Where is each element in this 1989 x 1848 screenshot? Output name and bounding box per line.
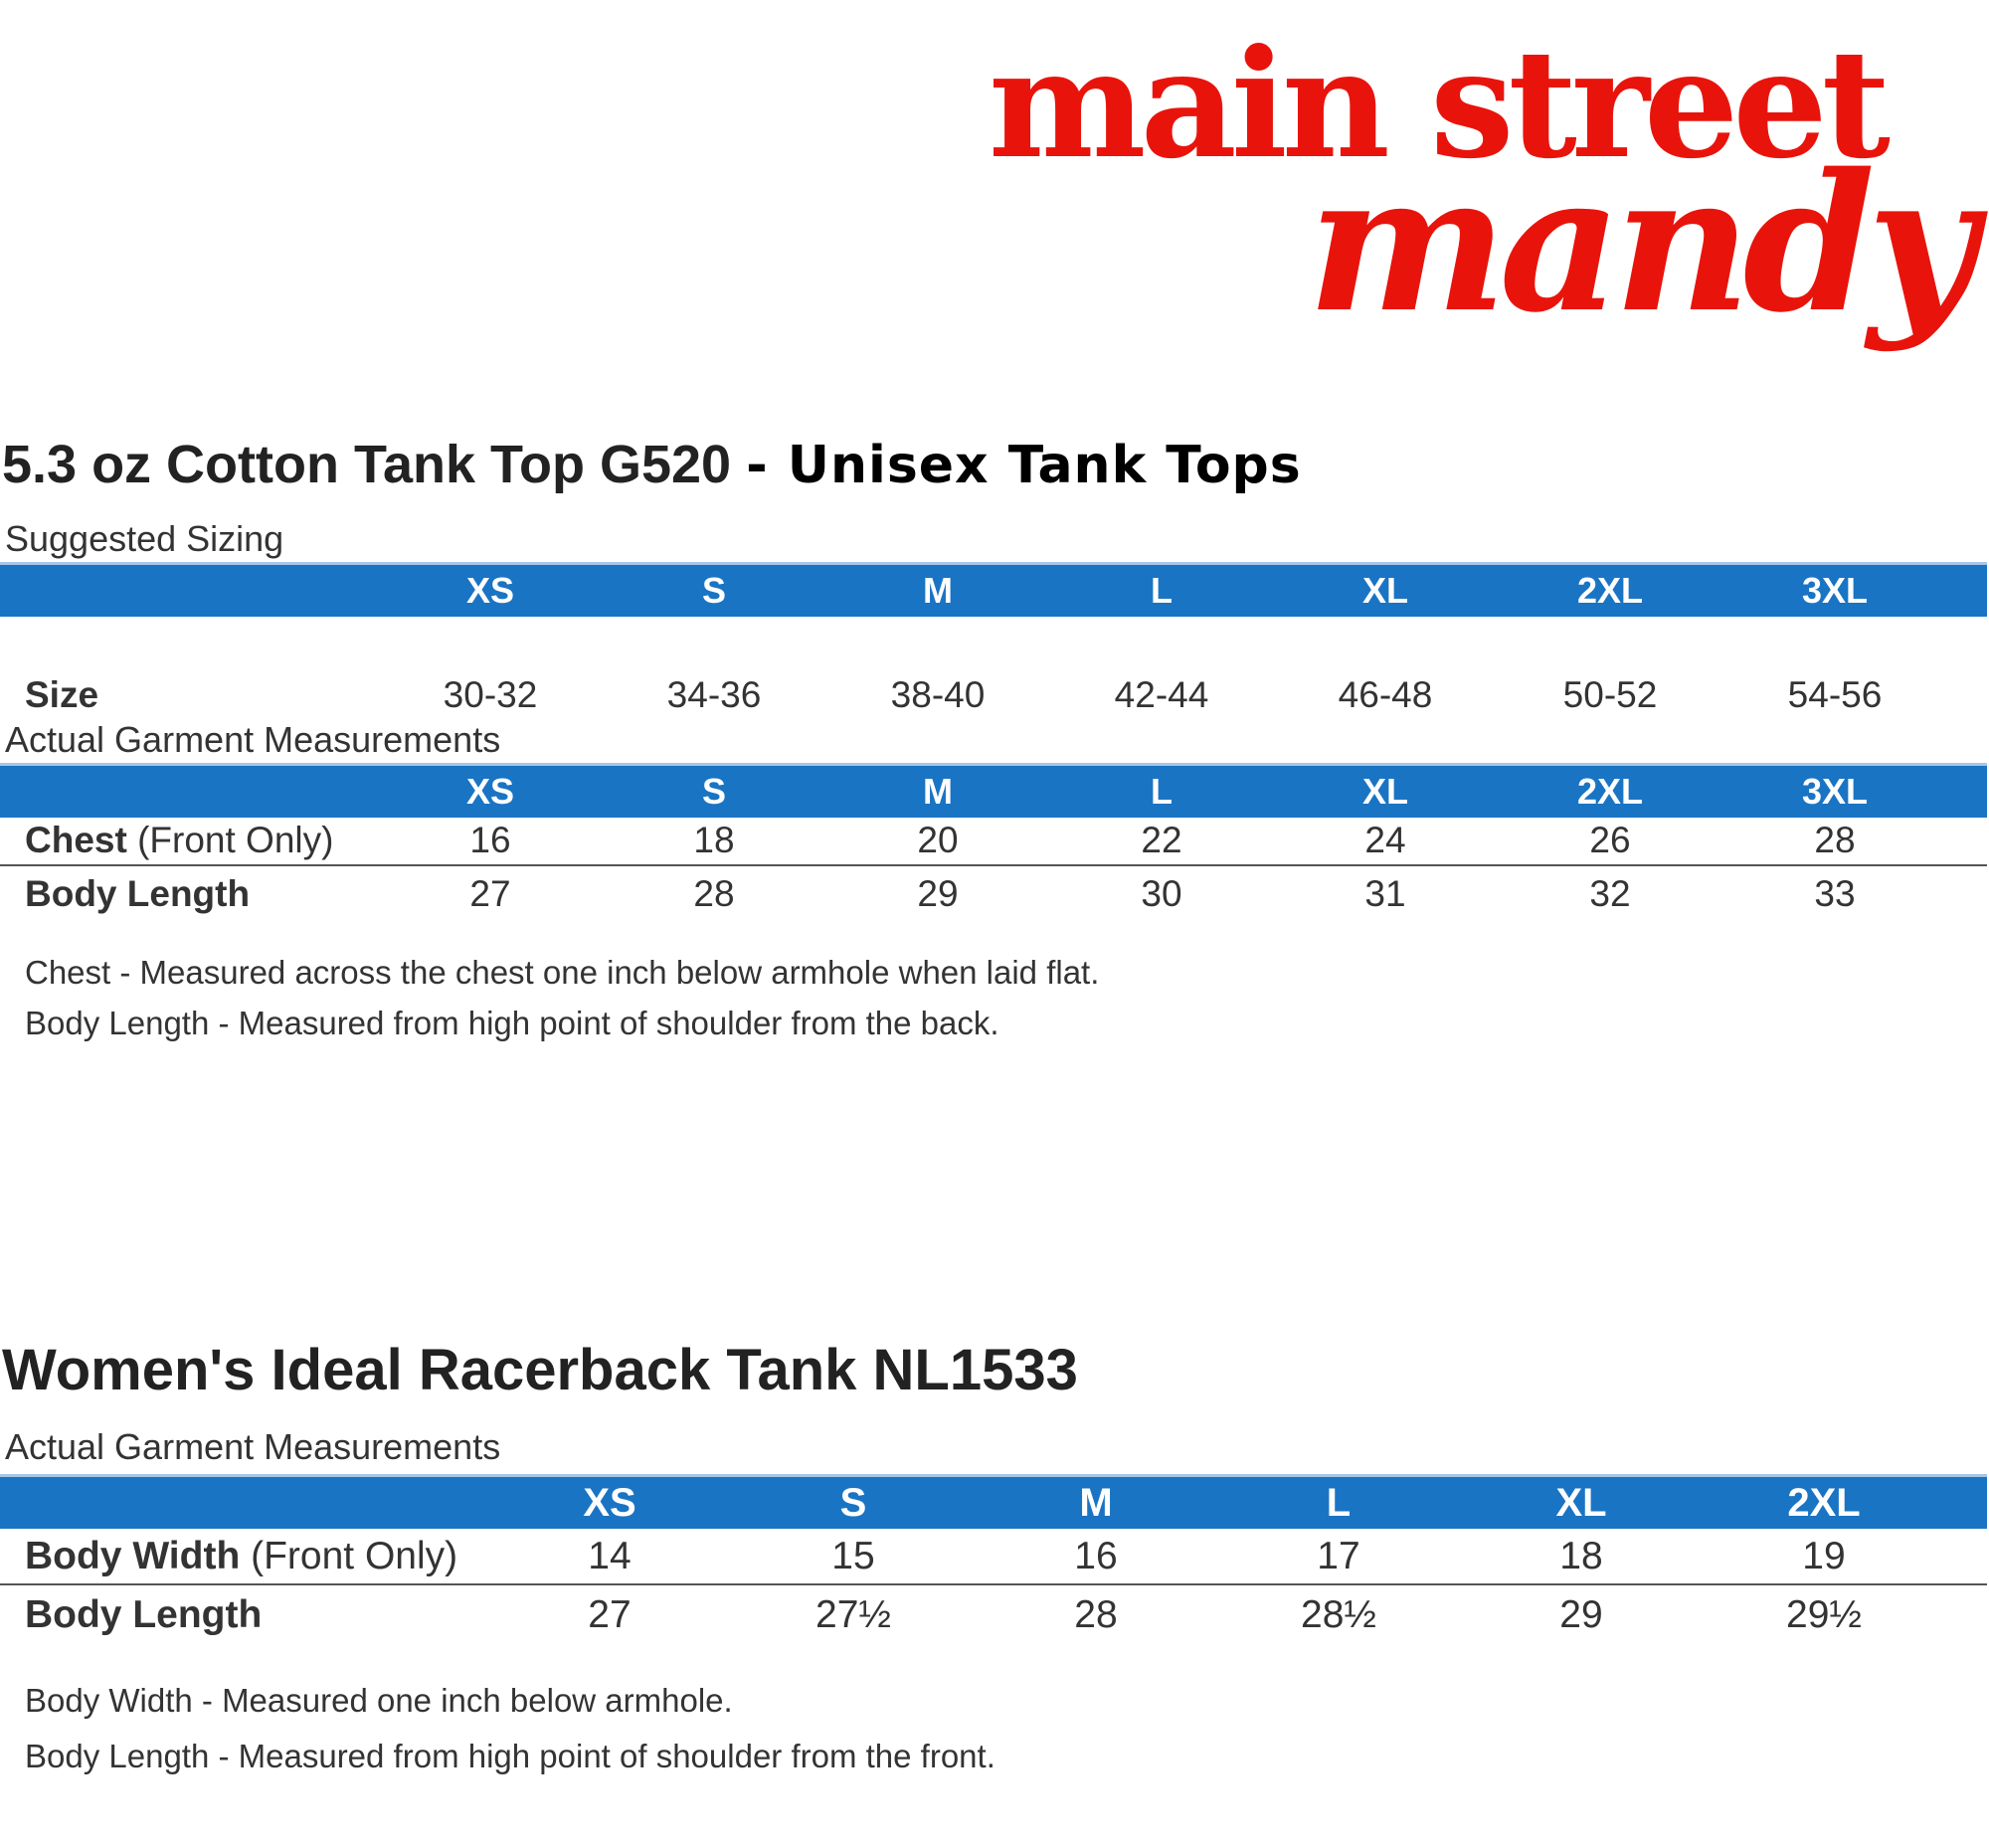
column-header-size: S	[839, 1481, 867, 1525]
table-cell: 30	[1141, 873, 1182, 914]
column-header-size: S	[701, 771, 727, 812]
section1-title: 5.3 oz Cotton Tank Top G520 - Unisex Tan…	[2, 430, 1302, 500]
table-cell: 19	[1802, 1535, 1846, 1577]
table-cell: 16	[469, 820, 511, 860]
table-cell: 46-48	[1338, 674, 1433, 715]
row-label-body-width: Body Width	[25, 1535, 241, 1577]
table-cell: 34-36	[666, 674, 762, 715]
suggested-sizing-caption: Suggested Sizing	[5, 518, 284, 559]
section1-title-main: 5.3 oz Cotton Tank Top G520	[2, 435, 732, 494]
row-divider	[0, 1583, 1987, 1585]
column-header-size: L	[1151, 570, 1173, 611]
column-header-size: M	[1079, 1481, 1113, 1525]
table-cell: 42-44	[1114, 674, 1209, 715]
table-cell: 26	[1589, 820, 1631, 860]
table-cell: 30-32	[443, 674, 538, 715]
suggested-sizing-header: XS S M L XL 2XL 3XL	[0, 562, 1987, 617]
section2-title: Women's Ideal Racerback Tank NL1533	[2, 1338, 1078, 1402]
column-header-size: M	[923, 771, 953, 812]
table-cell: 28	[1814, 820, 1856, 860]
table-cell: 32	[1589, 873, 1631, 914]
table-cell: 38-40	[890, 674, 986, 715]
table-cell: 27	[588, 1593, 632, 1636]
note-body-width: Body Width - Measured one inch below arm…	[25, 1682, 733, 1719]
measurements-caption-2: Actual Garment Measurements	[5, 1426, 501, 1467]
column-header-size: L	[1326, 1481, 1352, 1525]
measurements-header-2: XS S M L XL 2XL	[0, 1474, 1987, 1529]
column-header-size: 2XL	[1787, 1481, 1861, 1525]
table-cell: 29	[917, 873, 959, 914]
table-cell: 28½	[1301, 1593, 1376, 1636]
measurements-caption-1: Actual Garment Measurements	[5, 719, 501, 760]
column-header-size: XS	[583, 1481, 636, 1525]
measurements-table-2: XS S M L XL 2XL	[0, 1474, 1987, 1529]
column-header-size: XL	[1555, 1481, 1607, 1525]
column-header-size: XS	[465, 570, 515, 611]
table-cell: 50-52	[1562, 674, 1658, 715]
table-cell: 18	[1559, 1535, 1603, 1577]
suggested-sizing-table: XS S M L XL 2XL 3XL Size 30-32 34-36 38-40 42-44 4…	[0, 562, 1987, 715]
measurements-table-1: XS S M L XL 2XL 3XL	[0, 763, 1987, 818]
table-cell: 15	[831, 1535, 875, 1577]
column-header-size: XL	[1361, 771, 1409, 812]
logo-line-2: mandy	[1307, 132, 1977, 354]
column-header-size: 2XL	[1576, 570, 1644, 611]
table-cell: 18	[693, 820, 735, 860]
table-cell: 22	[1141, 820, 1182, 860]
table-cell: 54-56	[1787, 674, 1883, 715]
column-header-size: 3XL	[1801, 771, 1869, 812]
row-label-chest-note: (Front Only)	[126, 820, 334, 860]
table-cell: 27½	[815, 1593, 891, 1636]
column-header-size: 2XL	[1576, 771, 1644, 812]
table-row: Size 30-32 34-36 38-40 42-44 46-48 50-52 54-56	[0, 617, 1987, 715]
table-cell: 33	[1814, 873, 1856, 914]
row-divider	[0, 864, 1987, 866]
section1-title-sub: - Unisex Tank Tops	[746, 436, 1302, 495]
note-chest: Chest - Measured across the chest one in…	[25, 954, 1100, 991]
table-cell: 28	[693, 873, 735, 914]
column-header-size: XS	[465, 771, 515, 812]
row-label-body-length: Body Length	[25, 873, 251, 914]
row-label-body-length-2: Body Length	[25, 1593, 263, 1636]
table-cell: 17	[1317, 1535, 1360, 1577]
table-cell: 24	[1364, 820, 1406, 860]
row-label-size: Size	[25, 674, 99, 715]
column-header-size: L	[1151, 771, 1173, 812]
table-cell: 20	[917, 820, 959, 860]
measurements-header-1: XS S M L XL 2XL 3XL	[0, 763, 1987, 818]
table-cell: 16	[1074, 1535, 1118, 1577]
column-header-size: XL	[1361, 570, 1409, 611]
logo-line-1: main street	[988, 17, 1891, 192]
row-label-body-width-note: (Front Only)	[240, 1535, 458, 1577]
note-body-length: Body Length - Measured from high point o…	[25, 1005, 999, 1041]
table-cell: 28	[1074, 1593, 1118, 1636]
table-cell: 31	[1364, 873, 1406, 914]
column-header-size: M	[923, 570, 953, 611]
table-cell: 29½	[1786, 1593, 1862, 1636]
note-body-length-2: Body Length - Measured from high point o…	[25, 1738, 995, 1774]
table-cell: 14	[588, 1535, 632, 1577]
table-cell: 29	[1559, 1593, 1603, 1636]
row-label-chest: Chest	[25, 820, 127, 860]
column-header-size: 3XL	[1801, 570, 1869, 611]
column-header-size: S	[701, 570, 727, 611]
table-cell: 27	[469, 873, 511, 914]
brand-logo: main street mandy	[989, 30, 1979, 354]
